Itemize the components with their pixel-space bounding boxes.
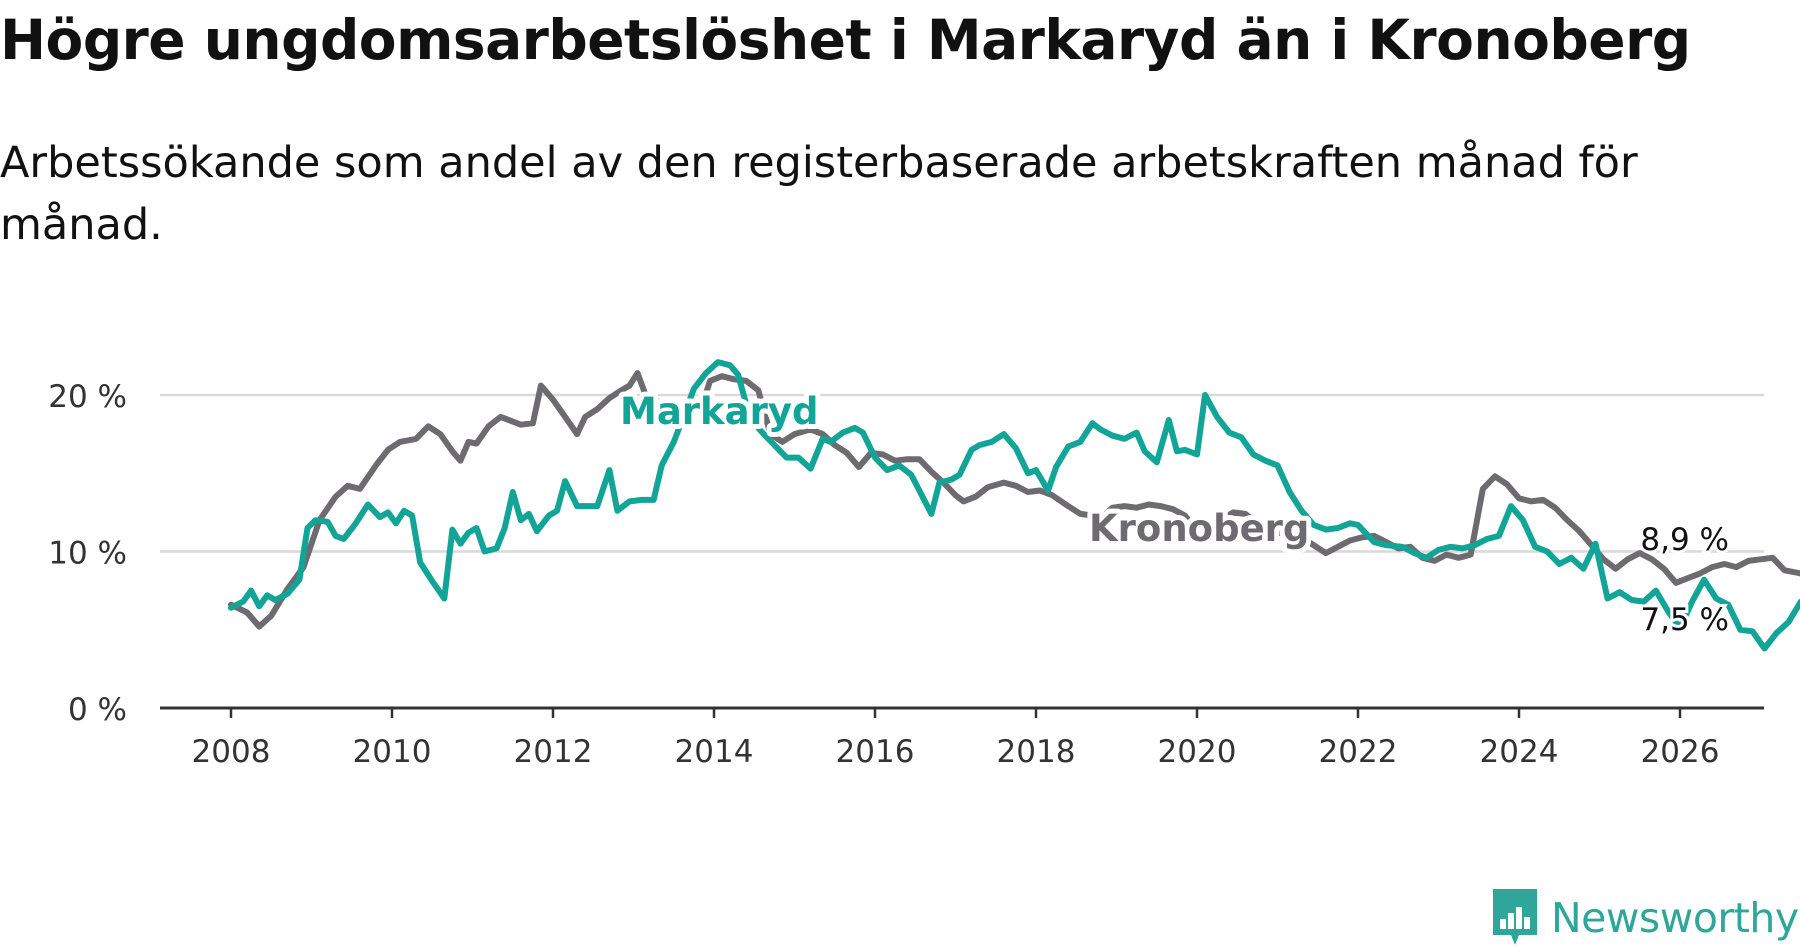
x-tick-label: 2022 — [1319, 734, 1398, 770]
chart-title: Högre ungdomsarbetslöshet i Markaryd än … — [0, 8, 1691, 72]
y-axis: 0 % 10 % 20 % — [48, 379, 127, 728]
series-labels: Markaryd Kronoberg 8,9 % 7,5 % — [615, 385, 1732, 641]
end-label-kronoberg: 7,5 % — [1640, 602, 1729, 638]
y-tick-label: 20 % — [48, 379, 127, 415]
brand-name: Newsworthy — [1551, 894, 1799, 942]
grid-lines — [160, 393, 1764, 553]
y-tick-label: 0 % — [68, 692, 127, 728]
end-label-markaryd: 8,9 % — [1640, 522, 1729, 558]
series-line-markaryd — [228, 359, 1800, 652]
x-tick-label: 2008 — [192, 734, 271, 770]
newsworthy-logo-icon — [1493, 889, 1537, 945]
series-lines — [228, 359, 1800, 652]
x-tick-label: 2014 — [675, 734, 754, 770]
series-line-kronoberg — [228, 370, 1800, 630]
y-tick-label: 10 % — [48, 536, 127, 572]
newsworthy-logo: Newsworthy — [1493, 889, 1799, 947]
x-tick-label: 2026 — [1641, 734, 1720, 770]
chart-subtitle: Arbetssökande som andel av den registerb… — [0, 138, 1638, 250]
x-tick-label: 2024 — [1480, 734, 1559, 770]
series-label-kronoberg: Kronoberg — [1089, 507, 1309, 550]
x-tick-label: 2018 — [997, 734, 1076, 770]
x-tick-label: 2016 — [836, 734, 915, 770]
x-axis: 2008 2010 2012 2014 2016 2018 2020 2022 2024 2026 — [160, 706, 1764, 770]
x-tick-label: 2010 — [353, 734, 432, 770]
series-label-markaryd: Markaryd — [620, 390, 818, 433]
x-tick-label: 2020 — [1158, 734, 1237, 770]
x-tick-label: 2012 — [514, 734, 593, 770]
